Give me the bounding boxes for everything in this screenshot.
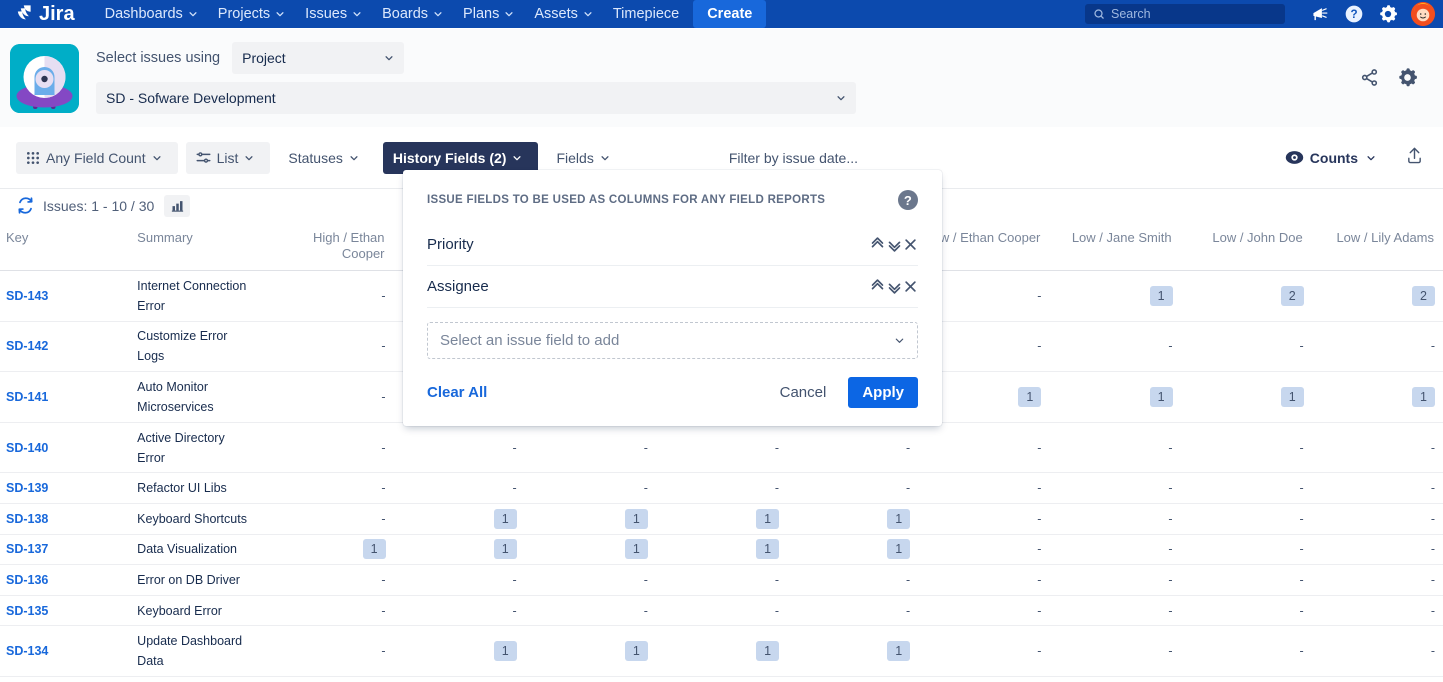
- svg-text:?: ?: [1350, 8, 1357, 21]
